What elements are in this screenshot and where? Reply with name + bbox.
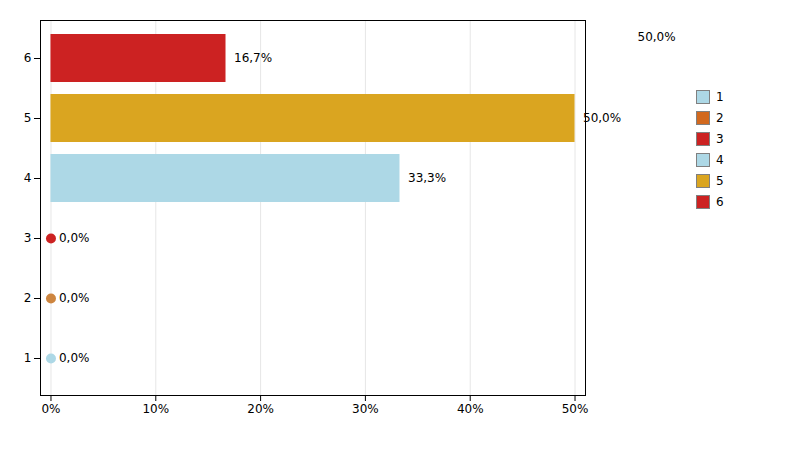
html-text:6: 6	[716, 195, 724, 209]
svg-text:50,0%: 50,0%	[583, 111, 621, 125]
svg-text:40%: 40%	[457, 402, 484, 416]
svg-text:2: 2	[24, 291, 32, 305]
svg-text:0,0%: 0,0%	[59, 291, 90, 305]
svg-text:1: 1	[24, 351, 32, 365]
svg-text:4: 4	[24, 171, 32, 185]
html-text:2: 2	[716, 111, 724, 125]
svg-text:30%: 30%	[352, 402, 379, 416]
svg-text:50%: 50%	[562, 402, 589, 416]
svg-text:0,0%: 0,0%	[59, 231, 90, 245]
html-text:4: 4	[716, 153, 724, 167]
svg-text:6: 6	[24, 51, 32, 65]
html-text:5: 5	[716, 174, 724, 188]
html-text:1: 1	[716, 90, 724, 104]
html-text:3: 3	[716, 132, 724, 146]
svg-text:16,7%: 16,7%	[234, 51, 272, 65]
svg-text:33,3%: 33,3%	[408, 171, 446, 185]
svg-text:5: 5	[24, 111, 32, 125]
svg-text:3: 3	[24, 231, 32, 245]
svg-text:10%: 10%	[142, 402, 169, 416]
svg-text:20%: 20%	[247, 402, 274, 416]
svg-text:50,0%: 50,0%	[638, 30, 676, 44]
svg-text:0,0%: 0,0%	[59, 351, 90, 365]
svg-text:0%: 0%	[41, 402, 60, 416]
